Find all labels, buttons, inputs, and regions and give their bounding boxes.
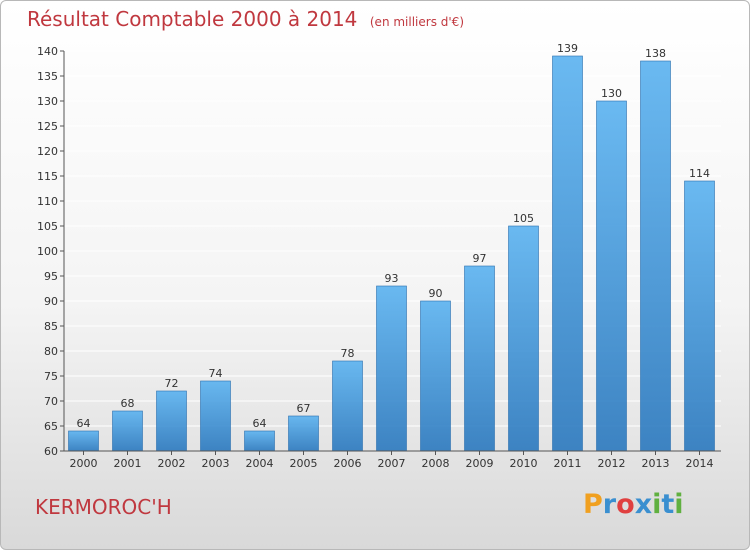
- bar-2006: [332, 360, 363, 452]
- y-tick-label: 90: [44, 295, 58, 308]
- y-tick-label: 135: [37, 70, 58, 83]
- y-tick-label: 85: [44, 320, 58, 333]
- bar-2007: [376, 285, 407, 452]
- x-tick-label-2006: 2006: [334, 457, 362, 470]
- value-label-2001: 68: [121, 397, 135, 410]
- x-tick-label-2014: 2014: [686, 457, 714, 470]
- value-label-2007: 93: [385, 272, 399, 285]
- value-label-2006: 78: [341, 347, 355, 360]
- proxiti-logo: Proxiti: [583, 489, 684, 520]
- bar-2013: [640, 60, 671, 452]
- x-tick-label-2009: 2009: [466, 457, 494, 470]
- bar-2009: [464, 265, 495, 452]
- value-label-2004: 64: [253, 417, 267, 430]
- x-tick-label-2012: 2012: [598, 457, 626, 470]
- bar-2003: [200, 380, 231, 452]
- bar-2001: [112, 410, 143, 452]
- chart-title: Résultat Comptable 2000 à 2014: [27, 7, 358, 31]
- value-label-2012: 130: [601, 87, 622, 100]
- y-tick-label: 105: [37, 220, 58, 233]
- x-tick-label-2010: 2010: [510, 457, 538, 470]
- x-tick-label-2013: 2013: [642, 457, 670, 470]
- value-label-2011: 139: [557, 42, 578, 55]
- x-tick-label-2001: 2001: [114, 457, 142, 470]
- bar-2002: [156, 390, 187, 452]
- y-axis: 60 65 70 75 80 85 90 95 100 105 110 115 120 125 130 135…: [37, 45, 65, 458]
- y-tick-label: 100: [37, 245, 58, 258]
- y-tick-label: 110: [37, 195, 58, 208]
- value-label-2009: 97: [473, 252, 487, 265]
- value-label-2014: 114: [689, 167, 710, 180]
- value-label-2002: 72: [165, 377, 179, 390]
- bar-2012: [596, 100, 627, 452]
- x-tick-label-2003: 2003: [202, 457, 230, 470]
- bar-2008: [420, 300, 451, 452]
- y-tick-label: 130: [37, 95, 58, 108]
- bar-2011: [552, 55, 583, 452]
- bar-2000: [68, 430, 99, 452]
- x-tick-label-2008: 2008: [422, 457, 450, 470]
- y-tick-label: 75: [44, 370, 58, 383]
- bar-2010: [508, 225, 539, 452]
- y-tick-label: 120: [37, 145, 58, 158]
- y-tick-label: 80: [44, 345, 58, 358]
- value-label-2008: 90: [429, 287, 443, 300]
- y-tick-label: 125: [37, 120, 58, 133]
- bar-2014: [684, 180, 715, 452]
- x-tick-label-2007: 2007: [378, 457, 406, 470]
- x-tick-label-2004: 2004: [246, 457, 274, 470]
- y-tick-label: 70: [44, 395, 58, 408]
- value-label-2003: 74: [209, 367, 223, 380]
- y-tick-label: 115: [37, 170, 58, 183]
- x-tick-label-2000: 2000: [70, 457, 98, 470]
- bars: 64 68 72 74 64 67 78 93 90 97 105 139 130 138 114: [68, 42, 715, 452]
- x-tick-label-2005: 2005: [290, 457, 318, 470]
- x-tick-label-2011: 2011: [554, 457, 582, 470]
- commune-name: KERMOROC'H: [35, 495, 172, 519]
- x-tick-label-2002: 2002: [158, 457, 186, 470]
- bar-2005: [288, 415, 319, 452]
- value-label-2005: 67: [297, 402, 311, 415]
- y-tick-label: 95: [44, 270, 58, 283]
- bar-2004: [244, 430, 275, 452]
- x-axis: 2000 2001 2002 2003 2004 2005 2006 2007 2008 2009…: [64, 450, 721, 470]
- y-tick-label: 65: [44, 420, 58, 433]
- chart-subtitle: (en milliers d'€): [369, 15, 464, 29]
- y-tick-label: 60: [44, 445, 58, 458]
- value-label-2013: 138: [645, 47, 666, 60]
- title-row: Résultat Comptable 2000 à 2014 (en milli…: [27, 7, 464, 31]
- value-label-2000: 64: [77, 417, 91, 430]
- y-tick-label: 140: [37, 45, 58, 58]
- value-label-2010: 105: [513, 212, 534, 225]
